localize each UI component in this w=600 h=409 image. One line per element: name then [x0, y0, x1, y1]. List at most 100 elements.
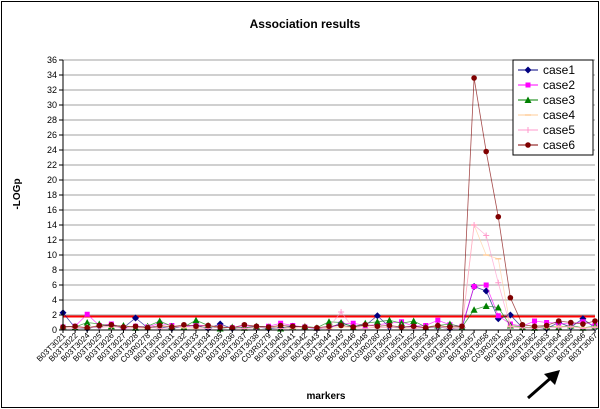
data-point-case6	[531, 323, 538, 330]
data-point-case6	[350, 324, 356, 330]
data-point-case3	[398, 319, 406, 327]
legend-marker	[524, 66, 532, 74]
data-point-case6	[253, 323, 260, 330]
data-point-case6	[386, 322, 393, 329]
legend-label: case3	[543, 93, 575, 107]
data-point-case6	[229, 324, 236, 331]
data-point-case6	[289, 323, 296, 330]
data-point-case5	[507, 324, 514, 330]
y-tick-label: 36	[47, 55, 57, 65]
legend-marker	[525, 142, 531, 148]
y-tick-label: 4	[52, 295, 57, 305]
data-point-case6	[277, 322, 284, 329]
data-point-case6	[156, 322, 163, 329]
series-line-case4	[62, 224, 596, 329]
legend-label: case6	[543, 138, 575, 152]
axes: 024681012141618202224262830323436B03T302…	[35, 55, 600, 364]
data-point-case6	[398, 324, 405, 330]
data-point-case6	[459, 323, 465, 330]
data-point-case2	[84, 311, 90, 317]
data-point-case1	[132, 314, 140, 322]
y-tick-label: 6	[52, 280, 57, 290]
data-point-case3	[192, 316, 200, 324]
legend-item-case3: case3	[518, 93, 575, 107]
y-axis-label: -LOGp	[12, 178, 23, 209]
legend-label: case2	[543, 78, 575, 92]
legend-item-case1: case1	[518, 63, 575, 77]
legend-item-case2: case2	[518, 78, 575, 92]
data-point-case6	[181, 321, 187, 328]
data-point-case6	[108, 321, 115, 328]
data-point-case3	[410, 317, 418, 324]
data-point-case5	[338, 309, 345, 315]
legend-marker	[524, 96, 532, 103]
data-point-case6	[217, 324, 223, 330]
data-point-case6	[555, 318, 562, 324]
data-point-case6	[483, 148, 489, 155]
series-line-case5	[62, 224, 596, 329]
arrow-annotation	[527, 370, 560, 400]
data-point-case6	[422, 324, 429, 331]
data-point-case6	[471, 75, 477, 81]
y-tick-label: 16	[47, 205, 57, 215]
data-point-case6	[568, 319, 574, 326]
data-point-case3	[470, 306, 478, 313]
data-point-case6	[592, 318, 598, 324]
data-point-case6	[495, 213, 502, 220]
data-point-case6	[205, 322, 211, 329]
data-point-case6	[507, 294, 514, 301]
data-point-case6	[362, 321, 369, 328]
data-point-case6	[193, 323, 199, 330]
legend-box	[512, 59, 594, 156]
data-point-case2	[350, 320, 356, 326]
data-point-case2	[435, 317, 441, 323]
series-group	[59, 75, 599, 332]
y-tick-label: 28	[47, 115, 57, 125]
arrow-shaft	[527, 374, 554, 400]
legend-item-case5: case5	[518, 123, 575, 137]
legend-item-case6: case6	[518, 138, 575, 152]
data-point-case2	[471, 284, 477, 289]
data-point-case6	[72, 323, 78, 330]
y-tick-label: 12	[47, 235, 57, 245]
data-point-case6	[374, 323, 381, 330]
legend-label: case1	[543, 63, 575, 77]
data-point-case6	[96, 322, 103, 329]
y-tick-label: 22	[47, 160, 57, 170]
data-point-case3	[373, 318, 381, 325]
data-point-case6	[543, 322, 550, 329]
data-point-case6	[241, 321, 248, 328]
legend-marker	[525, 127, 531, 133]
legend-item-case4: case4	[518, 108, 575, 122]
data-point-case2	[532, 318, 538, 324]
x-axis-label: markers	[307, 391, 346, 402]
data-point-case6	[338, 322, 344, 329]
y-tick-label: 30	[47, 100, 57, 110]
y-tick-label: 2	[52, 310, 57, 320]
data-point-case5	[495, 279, 502, 286]
data-point-case2	[544, 320, 550, 325]
data-point-case3	[83, 319, 91, 326]
y-tick-label: 24	[47, 145, 57, 155]
data-point-case3	[156, 317, 164, 324]
y-tick-label: 20	[47, 175, 57, 185]
arrow-head	[544, 370, 560, 385]
data-point-case6	[120, 324, 127, 330]
data-point-case3	[325, 318, 333, 325]
legend-marker	[525, 82, 531, 88]
data-point-case5	[471, 222, 478, 228]
data-point-case6	[447, 324, 453, 330]
y-tick-label: 0	[52, 325, 57, 335]
data-point-case6	[314, 324, 320, 331]
data-point-case6	[410, 323, 417, 330]
legend-label: case4	[543, 108, 575, 122]
y-tick-label: 26	[47, 130, 57, 140]
data-point-case6	[326, 323, 332, 330]
data-point-case6	[84, 324, 90, 331]
y-tick-label: 10	[47, 250, 57, 260]
series-case6	[60, 75, 598, 331]
y-tick-label: 14	[47, 220, 57, 230]
y-tick-label: 34	[47, 70, 57, 80]
